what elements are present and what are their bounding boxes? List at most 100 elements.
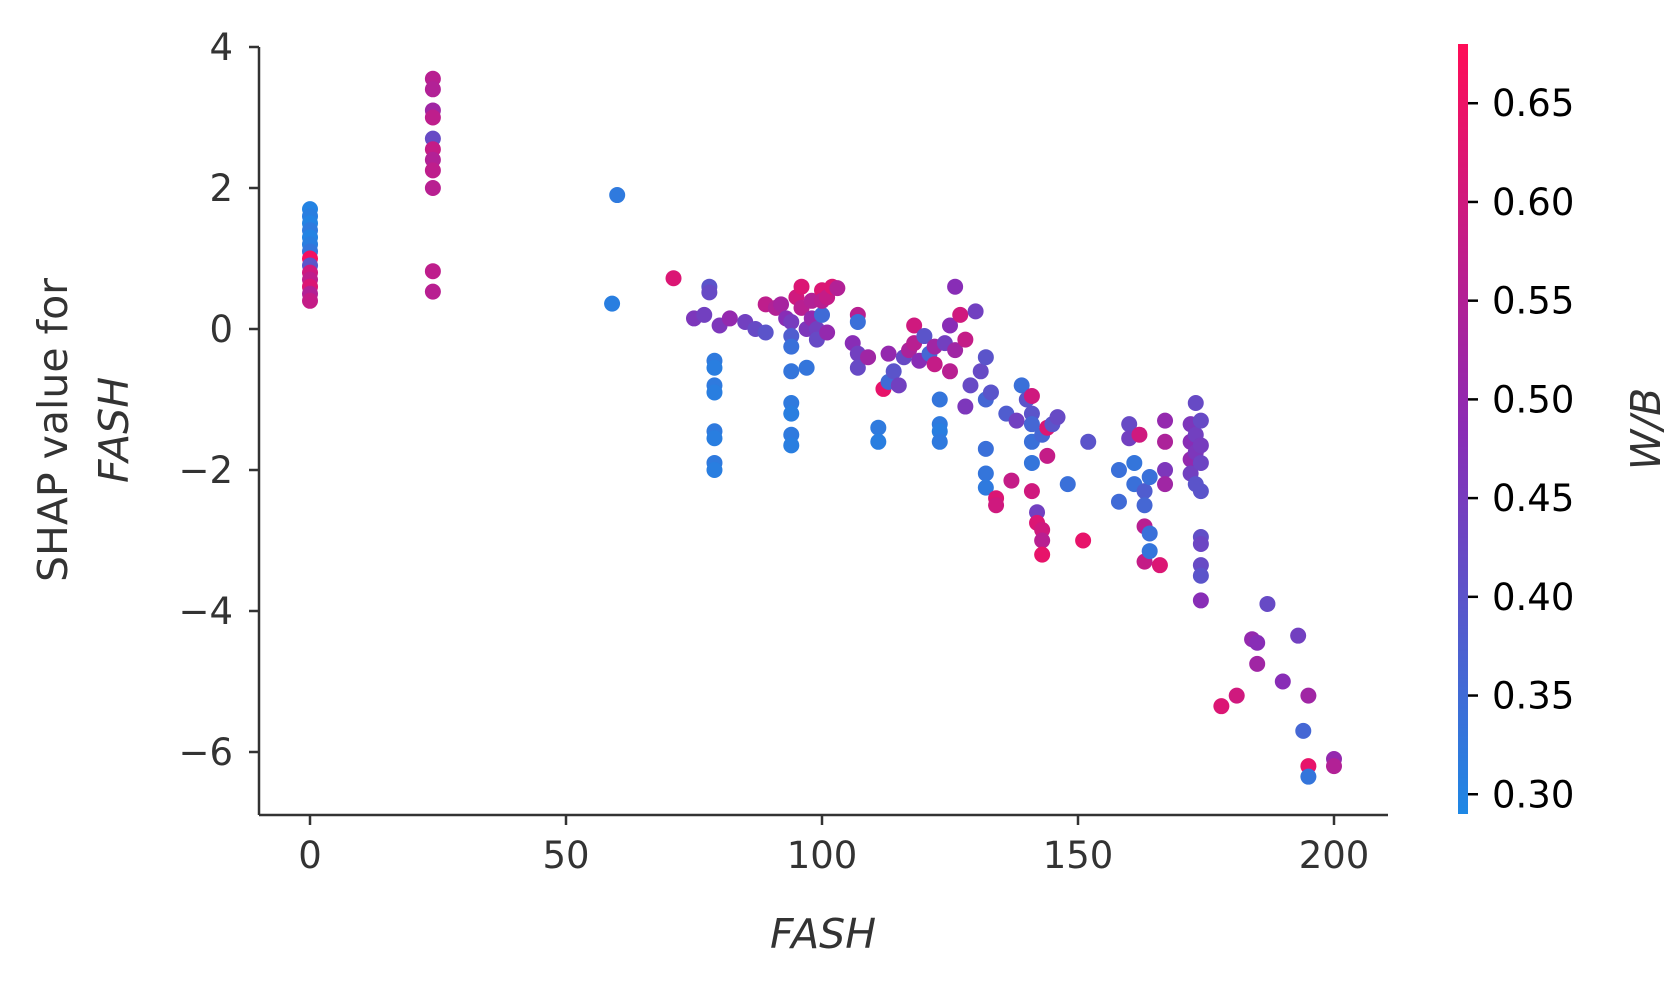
scatter-point: [926, 356, 943, 373]
scatter-point: [947, 278, 964, 295]
scatter-point: [1295, 722, 1312, 739]
scatter-point: [1008, 412, 1025, 429]
scatter-point: [916, 328, 933, 345]
scatter-point: [783, 437, 800, 454]
scatter-point: [814, 306, 830, 323]
scatter-point: [962, 377, 979, 394]
colorbar-tick-label: 0.50: [1492, 378, 1574, 421]
scatter-point: [957, 398, 974, 415]
scatter-point: [1192, 454, 1209, 471]
scatter-point: [1151, 557, 1168, 574]
scatter-point: [952, 306, 969, 323]
scatter-point: [706, 359, 723, 376]
scatter-point: [885, 363, 902, 380]
colorbar-tick-label: 0.30: [1492, 773, 1574, 816]
scatter-point: [783, 405, 800, 422]
scatter-point: [793, 278, 810, 295]
colorbar-tick-label: 0.35: [1492, 675, 1574, 718]
y-tick-label: −4: [178, 590, 233, 633]
scatter-point: [1300, 687, 1317, 704]
y-axis-label-line2: FASH: [90, 377, 138, 483]
scatter-point: [906, 317, 923, 334]
scatter-point: [1157, 476, 1174, 493]
x-tick-label: 100: [787, 834, 858, 877]
y-tick-label: 0: [209, 308, 233, 351]
scatter-point: [721, 310, 738, 327]
scatter-point: [783, 313, 800, 330]
y-tick-label: 4: [209, 26, 233, 69]
scatter-point: [1213, 698, 1230, 715]
colorbar-tick-label: 0.65: [1492, 82, 1574, 125]
scatter-point: [947, 342, 964, 359]
scatter-point: [957, 331, 974, 348]
colorbar: [1458, 44, 1468, 814]
scatter-point: [1126, 454, 1143, 471]
scatter-point: [706, 430, 723, 447]
scatter-point: [1157, 433, 1174, 450]
scatter-point: [604, 295, 621, 312]
scatter-point: [1249, 634, 1266, 651]
colorbar-label: W/B: [1622, 388, 1670, 470]
y-tick-label: −6: [178, 731, 233, 774]
scatter-point: [696, 306, 713, 323]
scatter-point: [1157, 462, 1174, 478]
scatter-point: [757, 324, 774, 341]
scatter-point: [1192, 437, 1209, 454]
scatter-point: [706, 384, 723, 401]
scatter-point: [880, 345, 897, 362]
scatter-point: [1157, 412, 1174, 429]
scatter-point: [1013, 377, 1030, 394]
scatter-point: [1003, 472, 1020, 489]
scatter-point: [1059, 476, 1076, 493]
scatter-point: [829, 280, 846, 297]
scatter-point: [1228, 687, 1245, 704]
scatter-point: [849, 359, 866, 376]
scatter-points: [302, 70, 1342, 785]
colorbar-tick-label: 0.55: [1492, 280, 1574, 323]
colorbar-tick-label: 0.60: [1492, 181, 1574, 224]
scatter-point: [1075, 532, 1092, 549]
scatter-point: [890, 377, 907, 394]
colorbar-tick-label: 0.40: [1492, 576, 1574, 619]
scatter-point: [1023, 483, 1040, 500]
scatter-point: [1290, 627, 1307, 644]
scatter-point: [1034, 532, 1051, 549]
scatter-point: [1141, 525, 1158, 542]
scatter-point: [773, 296, 790, 313]
scatter-point: [1136, 483, 1153, 500]
scatter-point: [1023, 454, 1040, 471]
scatter-point: [1192, 567, 1209, 584]
x-tick-label: 200: [1299, 834, 1370, 877]
scatter-point: [931, 391, 948, 408]
scatter-point: [1023, 387, 1040, 404]
scatter-point: [870, 433, 887, 450]
scatter-point: [1110, 493, 1127, 510]
scatter-point: [798, 359, 815, 376]
scatter-point: [665, 270, 682, 287]
y-tick-label: −2: [178, 449, 233, 492]
scatter-point: [972, 363, 989, 380]
scatter-point: [1110, 462, 1127, 478]
y-axis-label-line1: SHAP value for: [29, 278, 77, 582]
scatter-point: [424, 283, 441, 300]
x-tick-label: 50: [542, 834, 589, 877]
scatter-point: [1080, 433, 1097, 450]
colorbar-tick-label: 0.45: [1492, 477, 1574, 520]
scatter-point: [977, 440, 994, 457]
scatter-point: [1187, 395, 1204, 412]
scatter-point: [819, 324, 836, 341]
y-tick-label: 2: [209, 167, 233, 210]
scatter-point: [1259, 595, 1276, 612]
scatter-point: [988, 497, 1005, 514]
scatter-point: [424, 109, 441, 126]
scatter-point: [1192, 483, 1209, 500]
scatter-point: [1049, 409, 1066, 426]
scatter-point: [1274, 673, 1291, 690]
colorbar-ticks: 0.65 0.60 0.55 0.50 0.45 0.40 0.35 0.30: [1468, 82, 1574, 816]
scatter-point: [977, 465, 994, 482]
x-tick-label: 150: [1043, 834, 1114, 877]
scatter-point: [701, 284, 718, 301]
scatter-point: [424, 81, 441, 98]
